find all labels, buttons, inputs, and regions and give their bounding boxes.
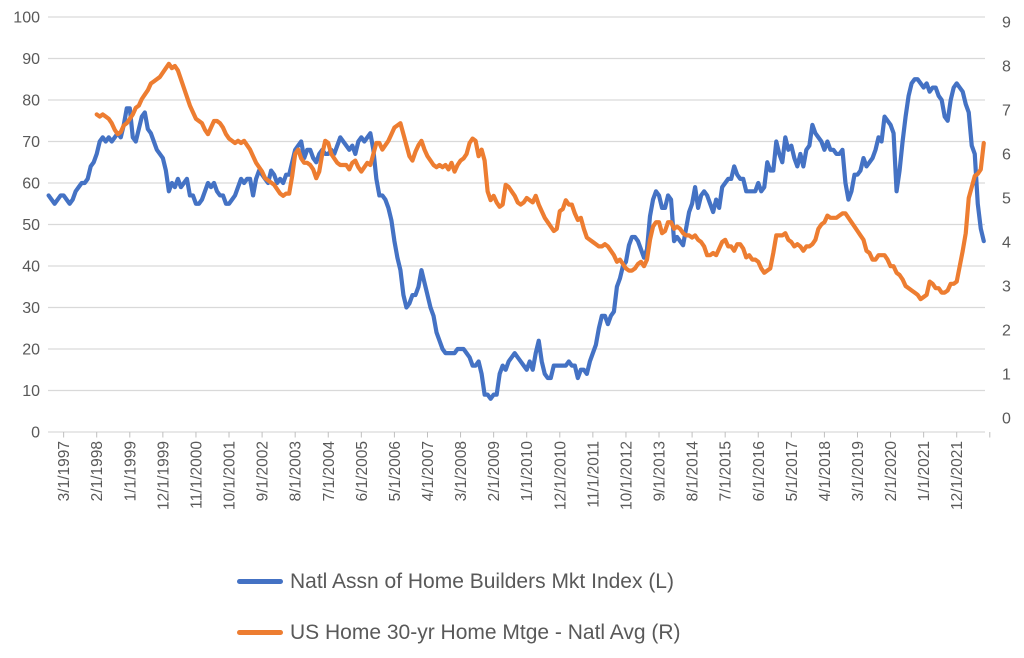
left-axis-tick-label: 50 (22, 217, 40, 234)
x-axis-tick-label: 9/1/2002 (255, 441, 272, 501)
orange-line-swatch (237, 630, 283, 635)
right-axis-tick-label: 8 (1002, 59, 1011, 76)
x-axis-tick-label: 10/1/2001 (222, 441, 239, 510)
left-axis-tick-label: 80 (22, 93, 40, 110)
right-axis-tick-label: 2 (1002, 323, 1011, 340)
x-axis-tick-label: 3/1/2008 (453, 441, 470, 501)
x-axis-tick-label: 12/1/2010 (552, 441, 569, 510)
left-axis-tick-label: 20 (22, 342, 40, 359)
right-axis-tick-label: 0 (1002, 411, 1011, 428)
legend-label-mortgage: US Home 30-yr Home Mtge - Natl Avg (R) (290, 620, 681, 644)
right-axis-tick-label: 6 (1002, 147, 1011, 164)
x-axis-tick-label: 3/1/1997 (56, 441, 73, 501)
x-axis-tick-label: 2/1/1998 (89, 441, 106, 501)
right-axis-tick-label: 9 (1002, 15, 1011, 32)
x-axis-tick-label: 2/1/2009 (486, 441, 503, 501)
x-axis-tick-label: 1/1/2021 (916, 441, 933, 501)
x-axis-tick-label: 1/1/1999 (122, 441, 139, 501)
x-axis-tick-label: 6/1/2016 (751, 441, 768, 501)
x-axis-tick-label: 1/1/2010 (519, 441, 536, 502)
x-axis-tick-label: 11/1/2011 (585, 441, 602, 508)
x-axis-tick-label: 7/1/2004 (321, 441, 338, 502)
x-axis-tick-label: 4/1/2018 (817, 441, 834, 501)
left-axis-tick-label: 70 (22, 134, 40, 151)
left-axis-tick-label: 10 (22, 383, 40, 400)
left-axis-tick-label: 90 (22, 51, 40, 68)
right-axis-tick-label: 5 (1002, 191, 1011, 208)
legend-item-mortgage: US Home 30-yr Home Mtge - Natl Avg (R) (237, 607, 681, 658)
right-axis-tick-label: 7 (1002, 103, 1011, 120)
left-axis-tick-label: 100 (13, 10, 40, 27)
x-axis-tick-label: 10/1/2012 (618, 441, 635, 510)
x-axis-tick-label: 8/1/2014 (685, 441, 702, 502)
x-axis-tick-label: 2/1/2020 (883, 441, 900, 502)
x-axis-tick-label: 4/1/2007 (420, 441, 437, 501)
legend-item-hmi: Natl Assn of Home Builders Mkt Index (L) (237, 556, 681, 607)
blue-line-swatch (237, 579, 283, 584)
x-axis-tick-label: 6/1/2005 (354, 441, 371, 501)
x-axis-tick-label: 12/1/1999 (155, 441, 172, 510)
x-axis-tick-label: 9/1/2013 (652, 441, 669, 501)
x-axis-tick-label: 7/1/2015 (718, 441, 735, 501)
x-axis-tick-label: 3/1/2019 (850, 441, 867, 501)
x-axis-tick-label: 11/1/2000 (188, 441, 205, 509)
x-axis-tick-label: 5/1/2017 (784, 441, 801, 501)
left-axis-tick-label: 40 (22, 259, 40, 276)
left-axis-tick-label: 30 (22, 300, 40, 317)
hmi-line-series (46, 77, 986, 401)
legend: Natl Assn of Home Builders Mkt Index (L)… (237, 556, 681, 658)
right-axis-tick-label: 1 (1002, 367, 1011, 384)
x-axis-tick-label: 5/1/2006 (387, 441, 404, 501)
legend-label-hmi: Natl Assn of Home Builders Mkt Index (L) (290, 569, 674, 593)
x-axis-tick-label: 12/1/2021 (949, 441, 966, 510)
x-axis-tick-label: 8/1/2003 (288, 441, 305, 501)
right-axis-tick-label: 3 (1002, 279, 1011, 296)
left-axis-tick-label: 0 (31, 425, 40, 442)
right-axis-tick-label: 4 (1002, 235, 1011, 252)
mortgage-rate-line-series (94, 61, 986, 302)
left-axis-tick-label: 60 (22, 176, 40, 193)
